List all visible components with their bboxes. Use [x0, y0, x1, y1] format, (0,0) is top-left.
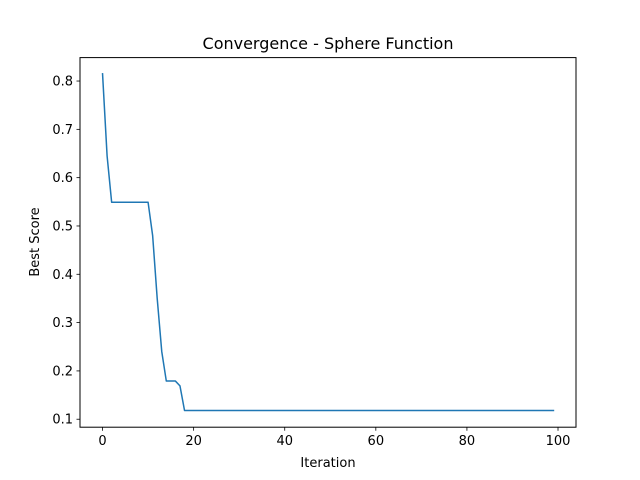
- y-tick-label: 0.8: [52, 75, 73, 90]
- x-tick-label: 0: [98, 434, 106, 449]
- x-tick-label: 100: [546, 434, 571, 449]
- x-tick-label: 60: [368, 434, 385, 449]
- chart-title: Convergence - Sphere Function: [203, 34, 454, 53]
- series-line-0: [101, 72, 555, 412]
- x-axis-ticks: 0 20 40 60 80 100: [98, 427, 570, 449]
- y-axis-title: Best Score: [28, 207, 43, 276]
- y-tick-label: 0.1: [52, 413, 73, 428]
- y-tick-label: 0.6: [52, 171, 73, 186]
- x-tick-label: 20: [185, 434, 202, 449]
- y-tick-label: 0.5: [52, 219, 73, 234]
- plot-frame: [79, 57, 577, 428]
- series-layer: [101, 72, 555, 412]
- x-tick-label: 80: [459, 434, 476, 449]
- plot-area: [80, 57, 576, 428]
- x-axis-title: Iteration: [300, 456, 355, 471]
- y-axis-ticks: 0.1 0.2 0.3 0.4 0.5 0.6 0.7 0.8: [52, 75, 80, 428]
- y-tick-label: 0.4: [52, 268, 73, 283]
- y-tick-label: 0.7: [52, 123, 73, 138]
- y-tick-label: 0.2: [52, 364, 73, 379]
- x-tick-label: 40: [276, 434, 293, 449]
- y-tick-label: 0.3: [52, 316, 73, 331]
